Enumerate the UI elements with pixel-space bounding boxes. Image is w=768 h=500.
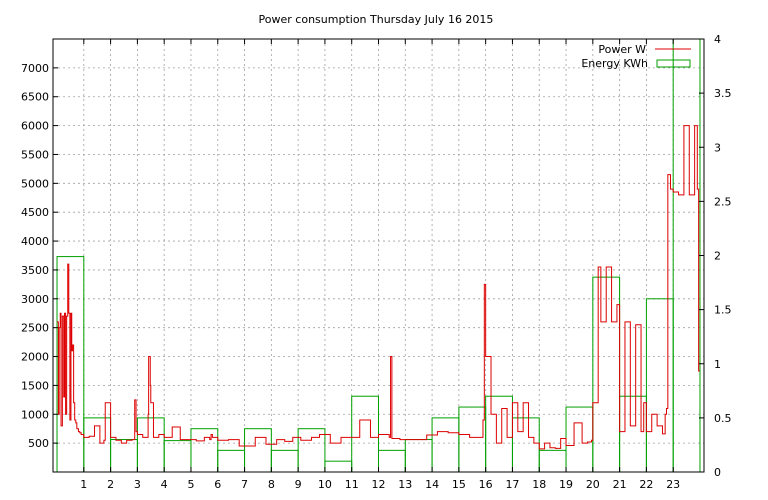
energy-bar	[538, 449, 567, 473]
x-tick-label: 16	[479, 478, 493, 491]
x-tick-label: 5	[187, 478, 194, 491]
x-tick-label: 11	[345, 478, 359, 491]
x-tick-label: 14	[425, 478, 439, 491]
energy-bar	[458, 406, 487, 473]
y2-tick-label: 2	[714, 250, 721, 263]
y2-tick-label: 0.5	[714, 412, 732, 425]
energy-bar	[217, 449, 246, 473]
y-tick-label: 7000	[21, 62, 49, 75]
x-tick-label: 10	[318, 478, 332, 491]
energy-bar	[672, 38, 701, 473]
y2-tick-label: 3	[714, 141, 721, 154]
y-tick-label: 5000	[21, 177, 49, 190]
energy-bar	[565, 406, 594, 473]
y2-tick-label: 1	[714, 358, 721, 371]
energy-bar	[485, 395, 513, 473]
x-tick-label: 1	[80, 478, 87, 491]
x-tick-label: 22	[639, 478, 653, 491]
x-tick-label: 2	[107, 478, 114, 491]
energy-bar	[324, 460, 353, 473]
y-tick-label: 500	[28, 437, 49, 450]
energy-bar	[619, 395, 647, 473]
x-tick-label: 21	[613, 478, 627, 491]
x-tick-label: 13	[398, 478, 412, 491]
chart-title: Power consumption Thursday July 16 2015	[259, 13, 494, 26]
energy-bar	[297, 428, 326, 473]
legend-swatch-energy	[656, 59, 691, 68]
energy-bar	[270, 449, 299, 473]
y2-tick-label: 1.5	[714, 304, 732, 317]
legend-label-power: Power W	[598, 43, 646, 56]
y2-tick-label: 2.5	[714, 195, 732, 208]
x-tick-label: 15	[452, 478, 466, 491]
energy-bar	[244, 428, 272, 473]
axis-ticks: 1 2 3 4 5 6 7 8 9 10 11 12 13 14 15 16 17 18 19 20 21 22 23500…	[21, 33, 732, 491]
x-tick-label: 18	[532, 478, 546, 491]
x-tick-label: 17	[505, 478, 519, 491]
y-tick-label: 2000	[21, 351, 49, 364]
power-line	[57, 125, 700, 450]
y-tick-label: 3500	[21, 264, 49, 277]
energy-bar	[351, 395, 379, 473]
energy-bar	[136, 417, 165, 473]
energy-bar	[190, 428, 219, 473]
x-tick-label: 23	[666, 478, 680, 491]
x-tick-label: 4	[161, 478, 168, 491]
x-tick-label: 9	[295, 478, 302, 491]
x-tick-label: 6	[214, 478, 221, 491]
y-tick-label: 4500	[21, 206, 49, 219]
y-tick-label: 2500	[21, 322, 49, 335]
energy-bar	[431, 417, 460, 473]
energy-bar	[404, 439, 433, 473]
y-tick-label: 1000	[21, 408, 49, 421]
y-tick-label: 4000	[21, 235, 49, 248]
legend-label-energy: Energy KWh	[581, 57, 648, 70]
y2-tick-label: 3.5	[714, 87, 732, 100]
y-tick-label: 6500	[21, 91, 49, 104]
power-line-group	[57, 125, 700, 450]
y-tick-label: 6000	[21, 120, 49, 133]
y-tick-label: 3000	[21, 293, 49, 306]
x-tick-label: 3	[134, 478, 141, 491]
y2-tick-label: 0	[714, 466, 721, 479]
energy-bar	[163, 440, 192, 473]
energy-bar	[378, 449, 406, 473]
y-tick-label: 5500	[21, 148, 49, 161]
y2-tick-label: 4	[714, 33, 721, 46]
x-tick-label: 12	[372, 478, 386, 491]
x-tick-label: 7	[241, 478, 248, 491]
x-tick-label: 19	[559, 478, 573, 491]
x-tick-label: 8	[268, 478, 275, 491]
x-tick-label: 20	[586, 478, 600, 491]
y-tick-label: 1500	[21, 379, 49, 392]
legend: Power W Energy KWh	[581, 43, 691, 70]
energy-bar	[110, 439, 138, 473]
energy-bar	[511, 417, 540, 473]
